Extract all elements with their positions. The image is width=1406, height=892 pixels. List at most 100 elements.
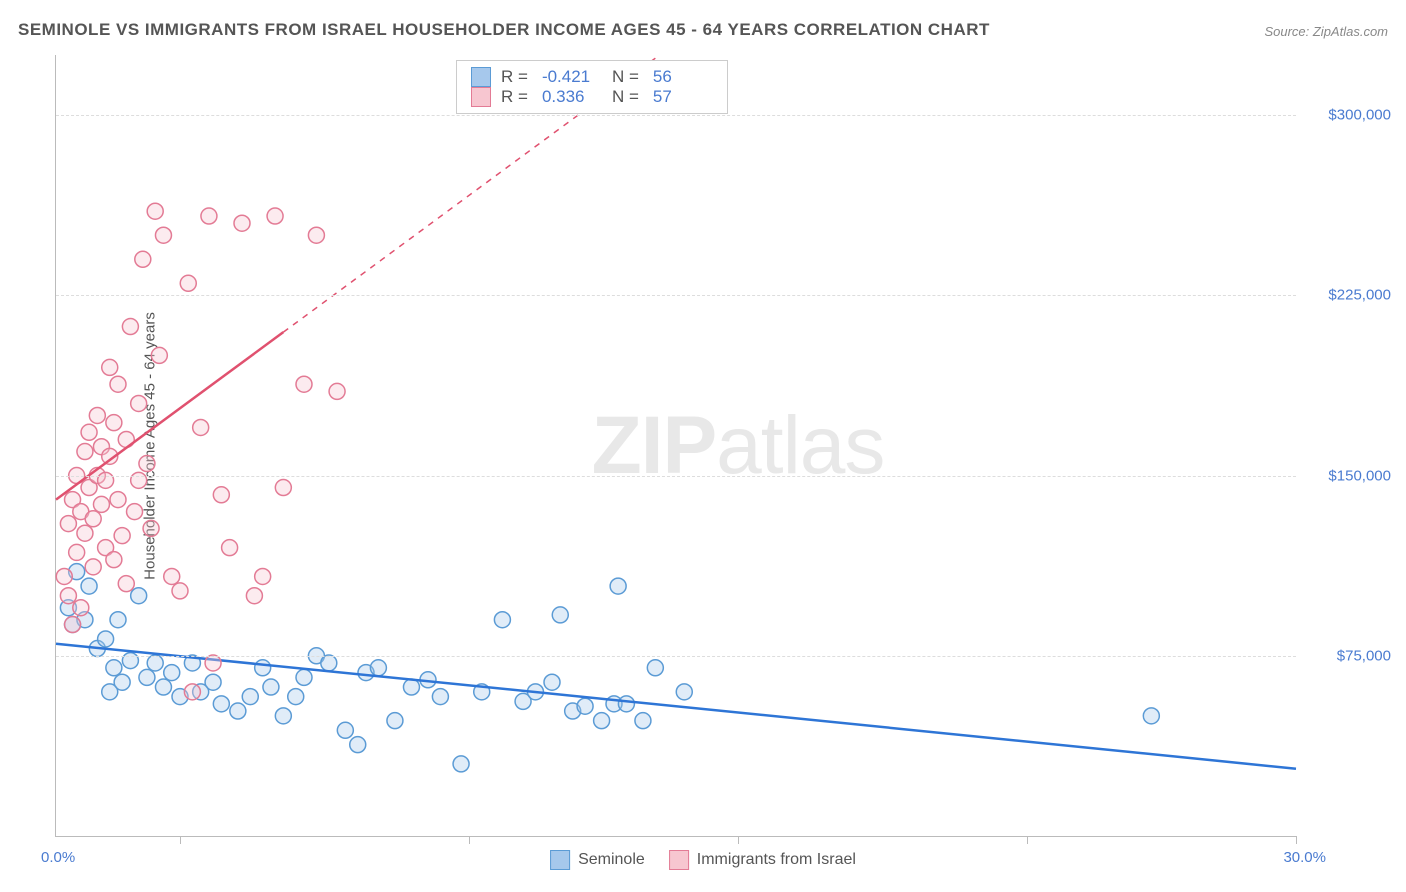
scatter-point	[114, 528, 130, 544]
scatter-point	[81, 424, 97, 440]
scatter-point	[155, 679, 171, 695]
legend-correlation: R = -0.421 N = 56 R = 0.336 N = 57	[456, 60, 728, 114]
scatter-point	[275, 708, 291, 724]
y-tick-label: $75,000	[1337, 647, 1391, 664]
scatter-point	[647, 660, 663, 676]
scatter-point	[370, 660, 386, 676]
scatter-point	[213, 487, 229, 503]
scatter-point	[85, 511, 101, 527]
scatter-point	[635, 713, 651, 729]
scatter-point	[594, 713, 610, 729]
scatter-point	[151, 347, 167, 363]
scatter-point	[155, 227, 171, 243]
scatter-point	[139, 456, 155, 472]
scatter-point	[110, 612, 126, 628]
legend-label-israel: Immigrants from Israel	[697, 851, 856, 869]
scatter-point	[296, 669, 312, 685]
scatter-point	[350, 737, 366, 753]
legend-label-seminole: Seminole	[578, 851, 645, 869]
legend-item-seminole: Seminole	[550, 850, 645, 870]
scatter-point	[275, 480, 291, 496]
scatter-point	[164, 568, 180, 584]
scatter-point	[60, 516, 76, 532]
scatter-point	[387, 713, 403, 729]
scatter-point	[234, 215, 250, 231]
swatch-israel-bottom	[669, 850, 689, 870]
scatter-point	[205, 674, 221, 690]
scatter-point	[296, 376, 312, 392]
scatter-point	[73, 600, 89, 616]
scatter-point	[676, 684, 692, 700]
scatter-point	[263, 679, 279, 695]
scatter-point	[106, 660, 122, 676]
scatter-point	[135, 251, 151, 267]
scatter-point	[147, 203, 163, 219]
scatter-point	[106, 552, 122, 568]
scatter-point	[81, 578, 97, 594]
scatter-point	[432, 689, 448, 705]
scatter-point	[494, 612, 510, 628]
scatter-point	[131, 588, 147, 604]
legend-row-israel: R = 0.336 N = 57	[471, 87, 713, 107]
x-max-label: 30.0%	[1283, 849, 1326, 866]
swatch-seminole-bottom	[550, 850, 570, 870]
scatter-point	[180, 275, 196, 291]
scatter-point	[193, 419, 209, 435]
scatter-point	[69, 544, 85, 560]
scatter-point	[552, 607, 568, 623]
r-value-israel: 0.336	[542, 87, 602, 107]
scatter-point	[610, 578, 626, 594]
legend-item-israel: Immigrants from Israel	[669, 850, 856, 870]
legend-row-seminole: R = -0.421 N = 56	[471, 67, 713, 87]
scatter-point	[143, 520, 159, 536]
y-tick-label: $300,000	[1328, 107, 1391, 124]
scatter-point	[172, 583, 188, 599]
scatter-point	[114, 674, 130, 690]
scatter-point	[329, 383, 345, 399]
scatter-point	[213, 696, 229, 712]
scatter-point	[267, 208, 283, 224]
scatter-point	[89, 407, 105, 423]
scatter-point	[110, 492, 126, 508]
scatter-point	[222, 540, 238, 556]
scatter-point	[106, 415, 122, 431]
scatter-point	[164, 665, 180, 681]
scatter-point	[102, 359, 118, 375]
y-tick-label: $150,000	[1328, 467, 1391, 484]
scatter-point	[201, 208, 217, 224]
scatter-point	[321, 655, 337, 671]
scatter-point	[131, 395, 147, 411]
n-value-israel: 57	[653, 87, 713, 107]
scatter-point	[618, 696, 634, 712]
chart-plot-area: ZIPatlas R = -0.421 N = 56 R = 0.336 N =…	[55, 55, 1296, 837]
scatter-point	[205, 655, 221, 671]
scatter-point	[337, 722, 353, 738]
scatter-point	[246, 588, 262, 604]
scatter-point	[85, 559, 101, 575]
legend-series: Seminole Immigrants from Israel	[550, 850, 856, 870]
scatter-point	[255, 568, 271, 584]
scatter-point	[577, 698, 593, 714]
scatter-point	[65, 617, 81, 633]
chart-title: SEMINOLE VS IMMIGRANTS FROM ISRAEL HOUSE…	[18, 20, 990, 40]
scatter-point	[308, 227, 324, 243]
scatter-point	[60, 588, 76, 604]
swatch-seminole	[471, 67, 491, 87]
scatter-point	[77, 444, 93, 460]
source-attribution: Source: ZipAtlas.com	[1264, 24, 1388, 39]
scatter-point	[403, 679, 419, 695]
scatter-point	[242, 689, 258, 705]
y-tick-label: $225,000	[1328, 287, 1391, 304]
scatter-point	[230, 703, 246, 719]
scatter-point	[118, 576, 134, 592]
x-min-label: 0.0%	[41, 849, 75, 866]
scatter-point	[93, 496, 109, 512]
scatter-point	[110, 376, 126, 392]
swatch-israel	[471, 87, 491, 107]
scatter-point	[122, 319, 138, 335]
scatter-point	[56, 568, 72, 584]
scatter-point	[453, 756, 469, 772]
scatter-point	[127, 504, 143, 520]
scatter-point	[184, 684, 200, 700]
r-value-seminole: -0.421	[542, 67, 602, 87]
